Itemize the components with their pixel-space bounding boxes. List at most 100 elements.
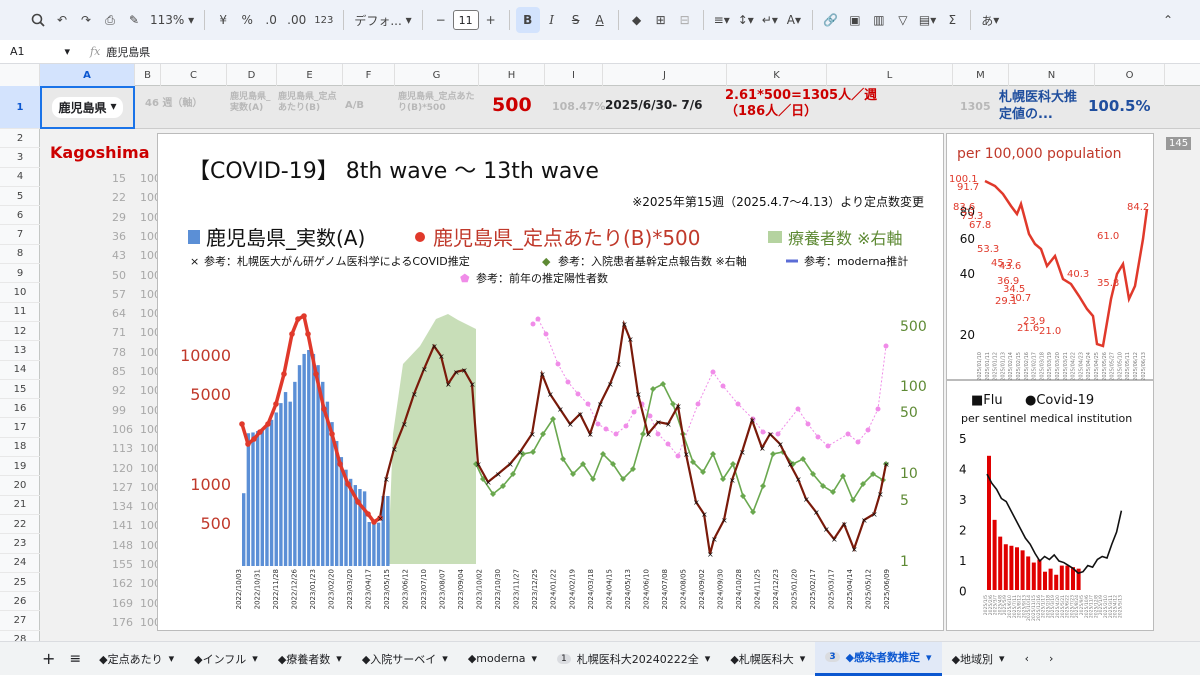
column-header-k[interactable]: K xyxy=(727,64,827,86)
wrap-icon[interactable]: ↵▾ xyxy=(761,13,778,27)
ghost-cell[interactable]: 36 xyxy=(112,229,126,243)
row-header-21[interactable]: 21 xyxy=(0,496,40,515)
row-header-16[interactable]: 16 xyxy=(0,399,40,419)
currency-button[interactable]: ¥ xyxy=(219,13,227,27)
column-header-n[interactable]: N xyxy=(1009,64,1095,86)
ghost-cell-suffix[interactable]: 100 xyxy=(140,191,161,205)
row-header-18[interactable]: 18 xyxy=(0,438,40,458)
row-header-6[interactable]: 6 xyxy=(0,206,40,226)
ghost-cell-suffix[interactable]: 100 xyxy=(140,268,161,282)
ghost-cell-suffix[interactable]: 100 xyxy=(140,422,161,436)
ghost-cell-suffix[interactable]: 100 xyxy=(140,558,161,571)
font-size-input[interactable]: 11 xyxy=(452,10,479,30)
collapse-icon[interactable]: ⌃ xyxy=(1162,13,1174,27)
formula-input[interactable]: 鹿児島県 xyxy=(106,45,151,59)
cell-d1[interactable]: 鹿児島県_実数(A) xyxy=(230,92,271,113)
rotate-icon[interactable]: A▾ xyxy=(786,13,801,27)
row-header-4[interactable]: 4 xyxy=(0,168,40,187)
row-header-20[interactable]: 20 xyxy=(0,476,40,496)
column-header-c[interactable]: C xyxy=(161,64,227,86)
ghost-cell[interactable]: 57 xyxy=(112,287,126,301)
column-header-o[interactable]: O xyxy=(1095,64,1165,86)
name-box[interactable]: A1 ▾ xyxy=(0,45,76,58)
ghost-cell[interactable]: 15 xyxy=(112,172,126,185)
ghost-cell[interactable]: 50 xyxy=(112,268,126,282)
column-header-l[interactable]: L xyxy=(827,64,953,86)
ghost-cell[interactable]: 120 xyxy=(112,461,133,475)
ghost-cell[interactable]: 22 xyxy=(112,191,126,205)
sheet-tab[interactable]: ◆入院サーベイ ▾ xyxy=(352,642,458,676)
ghost-cell[interactable]: 99 xyxy=(112,403,126,417)
column-header-i[interactable]: I xyxy=(545,64,603,86)
ghost-cell-suffix[interactable]: 100 xyxy=(140,615,161,629)
bold-icon[interactable]: B xyxy=(515,7,540,33)
decrease-font-icon[interactable]: − xyxy=(435,13,446,27)
decrease-decimal-button[interactable]: .0 xyxy=(265,13,277,27)
print-icon[interactable]: ⎙ xyxy=(105,12,115,27)
column-header-g[interactable]: G xyxy=(395,64,479,86)
row-header-22[interactable]: 22 xyxy=(0,515,40,535)
column-header-f[interactable]: F xyxy=(343,64,395,86)
cell-i1[interactable]: 108.47% xyxy=(552,100,606,113)
increase-decimal-button[interactable]: .00 xyxy=(287,13,307,27)
ghost-cell[interactable]: 29 xyxy=(112,210,126,224)
cell-k1[interactable]: 2.61*500=1305人／週（186人／日） xyxy=(725,88,878,119)
filter-views-icon[interactable]: ▤▾ xyxy=(918,13,937,27)
sheet-tab[interactable]: ◆地域別 ▾ xyxy=(942,642,1015,676)
cell-g1[interactable]: 鹿児島県_定点あたり(B)*500 xyxy=(398,92,475,113)
valign-icon[interactable]: ↕▾ xyxy=(737,13,754,27)
sheet-tab[interactable]: ◆定点あたり ▾ xyxy=(89,642,184,676)
ghost-cell-suffix[interactable]: 100 xyxy=(140,403,161,417)
ghost-cell[interactable]: 169 xyxy=(112,596,133,610)
sheet-tab[interactable]: ◆インフル ▾ xyxy=(184,642,268,676)
ghost-cell-suffix[interactable]: 100 xyxy=(140,229,161,243)
row-header-25[interactable]: 25 xyxy=(0,573,40,593)
column-header-j[interactable]: J xyxy=(603,64,727,86)
sheet-tab[interactable]: ◆moderna ▾ xyxy=(458,642,547,676)
flu-covid-chart[interactable]: ■Flu ●Covid-19 per sentinel medical inst… xyxy=(946,380,1154,631)
functions-icon[interactable]: Σ xyxy=(948,13,957,27)
font-select[interactable]: デフォ... ▾ xyxy=(354,13,412,28)
ghost-cell-suffix[interactable]: 100 xyxy=(140,365,161,378)
ghost-cell-suffix[interactable]: 100 xyxy=(140,442,161,456)
row-header-26[interactable]: 26 xyxy=(0,592,40,612)
sheet-tab[interactable]: 1 札幌医科大20240222全 ▾ xyxy=(547,642,720,676)
scroll-right-icon[interactable]: › xyxy=(1048,652,1054,665)
column-header-e[interactable]: E xyxy=(277,64,343,86)
row-header-11[interactable]: 11 xyxy=(0,303,40,322)
row-header-7[interactable]: 7 xyxy=(0,226,40,245)
redo-icon[interactable]: ↷ xyxy=(80,13,92,27)
ghost-cell[interactable]: 176 xyxy=(112,615,133,629)
ghost-cell[interactable]: 127 xyxy=(112,480,133,494)
row-header-19[interactable]: 19 xyxy=(0,457,40,477)
row-header-3[interactable]: 3 xyxy=(0,148,40,168)
ghost-cell[interactable]: 134 xyxy=(112,500,133,514)
text-color-icon[interactable]: A xyxy=(595,13,604,27)
cell-b1[interactable]: 46 週（軸） xyxy=(145,98,203,109)
ghost-cell[interactable]: 78 xyxy=(112,345,126,359)
ghost-cell[interactable]: 43 xyxy=(112,249,126,263)
scroll-left-icon[interactable]: ‹ xyxy=(1024,652,1029,665)
ghost-cell[interactable]: 162 xyxy=(112,577,133,591)
ghost-cell-suffix[interactable]: 100 xyxy=(140,345,161,359)
italic-icon[interactable]: I xyxy=(549,13,555,27)
cell-h1[interactable]: 500 xyxy=(492,94,532,116)
ghost-cell[interactable]: 141 xyxy=(112,519,133,533)
ghost-cell-suffix[interactable]: 100 xyxy=(140,538,161,552)
cell-j1[interactable]: 2025/6/30- 7/6 xyxy=(605,98,703,112)
kagoshima-label[interactable]: Kagoshima xyxy=(50,143,150,162)
cell-n1[interactable]: 札幌医科大推定値の... xyxy=(999,90,1078,122)
zoom-select[interactable]: 113% ▾ xyxy=(150,13,195,27)
ghost-cell-suffix[interactable]: 100 xyxy=(140,577,161,591)
ime-button[interactable]: あ ▾ xyxy=(981,13,1000,28)
align-icon[interactable]: ≡▾ xyxy=(713,13,730,27)
merge-cells-icon[interactable]: ⊟ xyxy=(679,13,690,27)
chart-icon[interactable]: ▥ xyxy=(873,13,885,27)
column-header-b[interactable]: B xyxy=(135,64,161,86)
search-icon[interactable] xyxy=(26,7,50,33)
fill-color-icon[interactable]: ◆ xyxy=(632,13,642,27)
cell-p2[interactable]: 145 xyxy=(1166,137,1192,150)
ghost-cell-suffix[interactable]: 100 xyxy=(140,480,161,494)
filter-icon[interactable]: ▽ xyxy=(898,13,908,27)
row-header-5[interactable]: 5 xyxy=(0,187,40,207)
